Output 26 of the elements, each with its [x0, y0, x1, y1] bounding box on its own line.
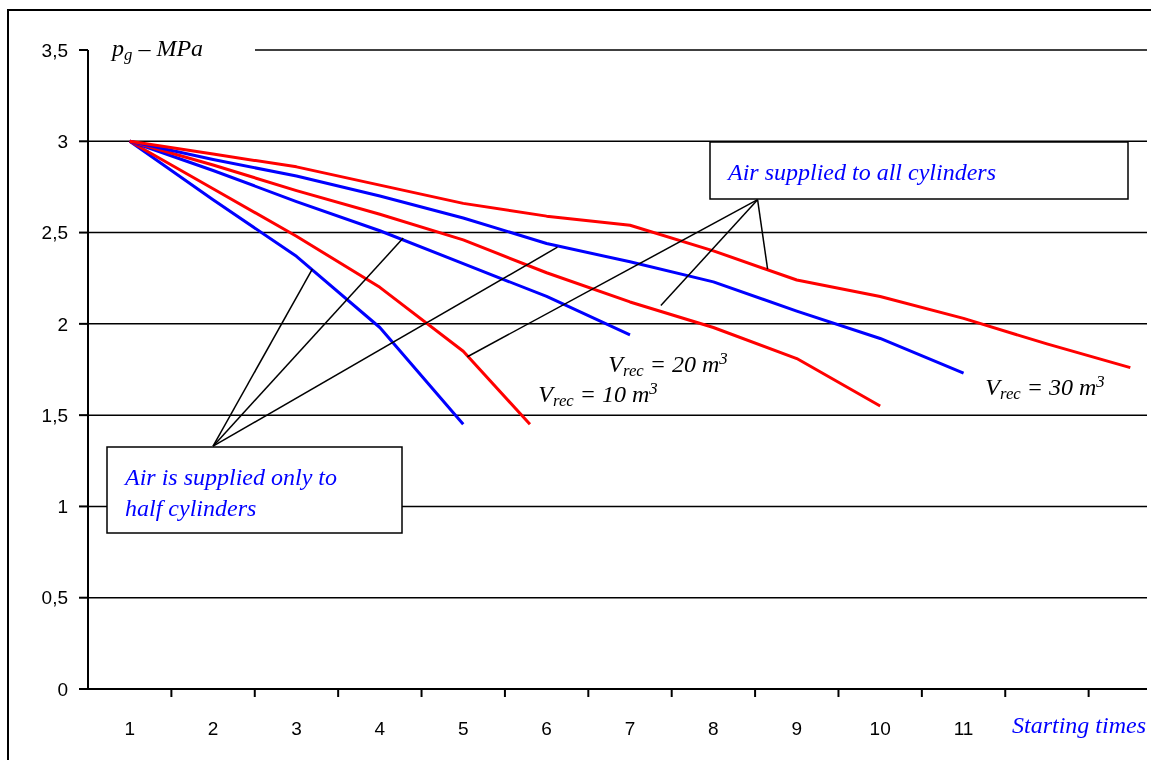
y-tick-label: 1 [57, 496, 68, 518]
annotation: Air is supplied only to half cylinders [123, 464, 337, 521]
x-tick-label: 6 [541, 718, 552, 739]
y-tick-label: 1,5 [41, 404, 68, 426]
y-tick-label: 2,5 [41, 222, 68, 244]
annotation: V$_{rec}$ = 20 m$^{3}$ [608, 349, 728, 381]
x-tick-label: 7 [624, 718, 636, 739]
y-tick-label: 3,5 [41, 39, 68, 61]
x-tick-label: 10 [869, 718, 891, 739]
annotation: V$_{rec}$ = 10 m$^{3}$ [538, 379, 658, 411]
y-tick-label: 3 [57, 130, 68, 152]
annotation: V$_{rec}$ = 30 m$^{3}$ [985, 372, 1105, 404]
y-tick-label: 2 [57, 313, 68, 335]
y-tick-label: 0,5 [41, 587, 68, 609]
x-tick-label: 5 [457, 718, 469, 739]
y-axis-title: p$_{g}$ – MPa [110, 35, 204, 65]
x-tick-label: 1 [124, 718, 135, 739]
x-tick-label: 3 [291, 718, 302, 739]
y-tick-label: 0 [57, 678, 68, 700]
x-tick-label: 9 [791, 718, 803, 739]
annotation: Air supplied to all cylinders [726, 159, 996, 185]
x-axis-title: Starting times [1011, 712, 1146, 738]
x-tick-label: 11 [953, 718, 974, 739]
x-tick-label: 4 [374, 718, 386, 739]
x-tick-label: 2 [207, 718, 219, 739]
x-tick-label: 8 [708, 718, 719, 739]
